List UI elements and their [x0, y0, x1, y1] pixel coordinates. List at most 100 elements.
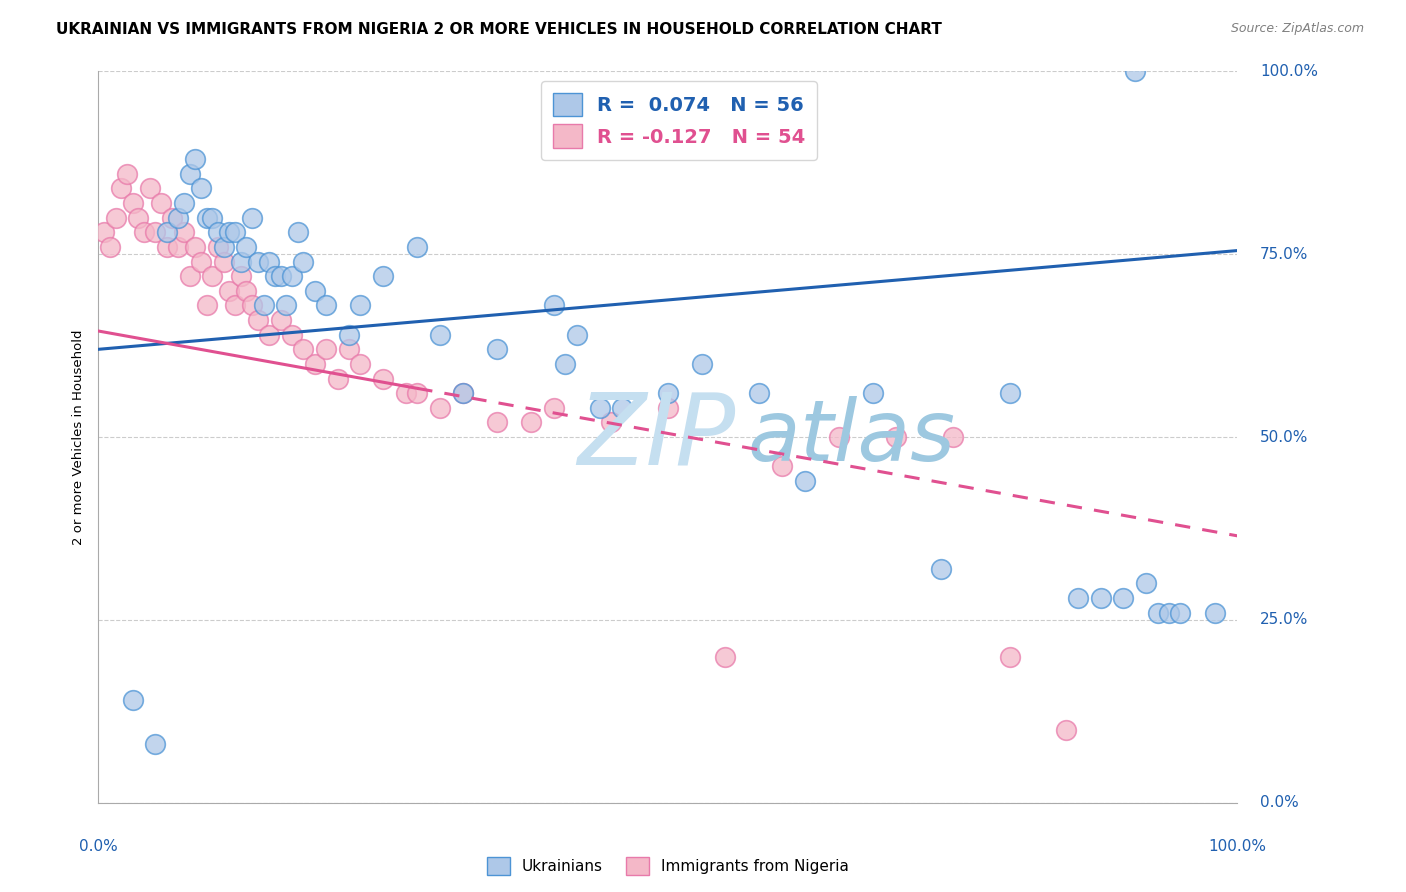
Point	[93, 225, 115, 239]
Point	[406, 240, 429, 254]
Point	[998, 649, 1021, 664]
Point	[1135, 576, 1157, 591]
Point	[229, 269, 252, 284]
Point	[520, 416, 543, 430]
Point	[349, 357, 371, 371]
Point	[270, 269, 292, 284]
Point	[173, 225, 195, 239]
Point	[565, 327, 588, 342]
Point	[240, 211, 263, 225]
Point	[110, 181, 132, 195]
Point	[429, 327, 451, 342]
Point	[121, 693, 143, 707]
Point	[543, 298, 565, 312]
Point	[212, 254, 235, 268]
Point	[276, 298, 298, 312]
Point	[145, 737, 167, 751]
Point	[207, 240, 229, 254]
Point	[240, 298, 263, 312]
Point	[1157, 606, 1180, 620]
Text: 50.0%: 50.0%	[1260, 430, 1309, 444]
Point	[1067, 591, 1090, 605]
Point	[337, 327, 360, 342]
Point	[429, 401, 451, 415]
Point	[304, 357, 326, 371]
Point	[793, 474, 815, 488]
Point	[600, 416, 623, 430]
Point	[292, 254, 315, 268]
Point	[212, 240, 235, 254]
Point	[218, 284, 240, 298]
Point	[138, 181, 160, 195]
Point	[588, 401, 610, 415]
Text: UKRAINIAN VS IMMIGRANTS FROM NIGERIA 2 OR MORE VEHICLES IN HOUSEHOLD CORRELATION: UKRAINIAN VS IMMIGRANTS FROM NIGERIA 2 O…	[56, 22, 942, 37]
Point	[349, 298, 371, 312]
Point	[156, 240, 179, 254]
Point	[371, 371, 394, 385]
Point	[884, 430, 907, 444]
Point	[1090, 591, 1112, 605]
Point	[1170, 606, 1192, 620]
Point	[1123, 64, 1146, 78]
Point	[315, 343, 337, 357]
Text: 100.0%: 100.0%	[1260, 64, 1317, 78]
Legend: Ukrainians, Immigrants from Nigeria: Ukrainians, Immigrants from Nigeria	[479, 849, 856, 883]
Text: ZIP: ZIP	[576, 389, 735, 485]
Point	[1056, 723, 1078, 737]
Point	[127, 211, 149, 225]
Point	[281, 269, 304, 284]
Point	[406, 386, 429, 401]
Point	[201, 269, 224, 284]
Point	[179, 269, 201, 284]
Text: 75.0%: 75.0%	[1260, 247, 1309, 261]
Point	[714, 649, 737, 664]
Point	[104, 211, 127, 225]
Point	[828, 430, 851, 444]
Point	[190, 254, 212, 268]
Point	[304, 284, 326, 298]
Point	[1112, 591, 1135, 605]
Point	[371, 269, 394, 284]
Text: Source: ZipAtlas.com: Source: ZipAtlas.com	[1230, 22, 1364, 36]
Point	[235, 284, 257, 298]
Point	[162, 211, 184, 225]
Point	[259, 254, 281, 268]
Point	[287, 225, 309, 239]
Point	[167, 240, 190, 254]
Point	[145, 225, 167, 239]
Point	[207, 225, 229, 239]
Point	[451, 386, 474, 401]
Point	[1146, 606, 1168, 620]
Point	[173, 196, 195, 211]
Text: 100.0%: 100.0%	[1208, 839, 1267, 855]
Point	[770, 459, 793, 474]
Text: atlas: atlas	[748, 395, 956, 479]
Point	[337, 343, 360, 357]
Point	[748, 386, 770, 401]
Point	[184, 152, 207, 166]
Point	[942, 430, 965, 444]
Point	[1204, 606, 1226, 620]
Point	[292, 343, 315, 357]
Text: 0.0%: 0.0%	[1260, 796, 1299, 810]
Point	[195, 298, 218, 312]
Point	[184, 240, 207, 254]
Point	[195, 211, 218, 225]
Point	[862, 386, 884, 401]
Point	[657, 386, 679, 401]
Point	[150, 196, 173, 211]
Point	[190, 181, 212, 195]
Point	[218, 225, 240, 239]
Text: 0.0%: 0.0%	[79, 839, 118, 855]
Point	[690, 357, 713, 371]
Point	[657, 401, 679, 415]
Point	[281, 327, 304, 342]
Point	[326, 371, 349, 385]
Point	[998, 386, 1021, 401]
Y-axis label: 2 or more Vehicles in Household: 2 or more Vehicles in Household	[72, 329, 86, 545]
Point	[179, 167, 201, 181]
Point	[224, 298, 246, 312]
Point	[543, 401, 565, 415]
Point	[315, 298, 337, 312]
Point	[201, 211, 224, 225]
